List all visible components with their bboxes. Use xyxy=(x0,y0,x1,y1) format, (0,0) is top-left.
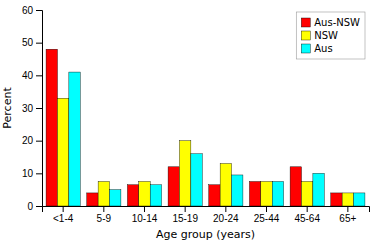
y-tick-label: 20 xyxy=(22,135,34,146)
x-tick: 5-9 xyxy=(97,206,112,224)
y-tick-label: 50 xyxy=(22,37,34,48)
bar xyxy=(272,182,283,207)
bar xyxy=(209,185,220,206)
x-tick: <1-4 xyxy=(53,206,74,224)
x-tick: 25-44 xyxy=(254,206,280,224)
x-tick-label: 5-9 xyxy=(97,213,112,224)
x-tick: 65+ xyxy=(339,206,356,224)
bar xyxy=(249,182,260,207)
x-tick: 10-14 xyxy=(132,206,158,224)
bar xyxy=(342,193,353,206)
y-tick-mark xyxy=(36,75,42,76)
y-tick-mark xyxy=(36,141,42,142)
x-tick-mark xyxy=(225,206,226,212)
bars xyxy=(46,49,365,206)
legend: Aus-NSW NSW Aus xyxy=(296,12,365,59)
bar-series xyxy=(46,49,342,206)
x-tick-label: 65+ xyxy=(339,213,356,224)
x-tick-mark xyxy=(347,206,348,212)
y-tick-mark xyxy=(36,108,42,109)
bar xyxy=(46,49,57,206)
y-axis-title: Percent xyxy=(1,87,14,129)
y-tick: 60 xyxy=(22,5,42,16)
bar xyxy=(87,193,98,206)
x-tick: 15-19 xyxy=(172,206,198,224)
legend-swatch xyxy=(301,44,310,53)
x-tick-label: 20-24 xyxy=(213,213,239,224)
y-tick-mark xyxy=(36,206,42,207)
legend-label: NSW xyxy=(314,30,338,41)
bar-series xyxy=(57,98,353,206)
x-tick-mark xyxy=(103,206,104,212)
bar xyxy=(110,190,121,206)
bar xyxy=(301,182,312,207)
x-tick-mark xyxy=(266,206,267,212)
bar xyxy=(98,182,109,207)
y-tick: 30 xyxy=(22,103,42,114)
bar xyxy=(127,185,138,206)
x-tick-label: 15-19 xyxy=(172,213,198,224)
x-tick-mark xyxy=(63,206,64,212)
y-tick: 10 xyxy=(22,168,42,179)
x-tick-mark xyxy=(307,206,308,212)
bar xyxy=(354,193,365,206)
legend-box xyxy=(296,12,365,59)
x-tick-mark xyxy=(185,206,186,212)
bar xyxy=(290,167,301,206)
plot: 0 10 20 30 40 50 60 <1-4 5-9 10-14 15-19 20-24 25-44… xyxy=(22,5,370,224)
x-tick-mark xyxy=(144,206,145,212)
x-axis-line xyxy=(43,207,370,213)
y-tick-label: 40 xyxy=(22,70,34,81)
legend-swatch xyxy=(301,18,310,27)
bar xyxy=(150,185,161,206)
chart: 0 10 20 30 40 50 60 <1-4 5-9 10-14 15-19 20-24 25-44… xyxy=(0,0,379,242)
x-tick: 20-24 xyxy=(213,206,239,224)
y-tick-label: 0 xyxy=(27,201,33,212)
legend-item: NSW xyxy=(301,30,338,41)
y-axis-line xyxy=(36,11,43,207)
x-tick-label: 10-14 xyxy=(132,213,158,224)
bar xyxy=(232,175,243,206)
bar xyxy=(220,164,231,206)
y-axis: 0 10 20 30 40 50 60 xyxy=(22,5,43,212)
bar xyxy=(139,182,150,207)
y-tick-label: 30 xyxy=(22,103,34,114)
x-axis: <1-4 5-9 10-14 15-19 20-24 25-44 45-64 65+ xyxy=(43,206,370,224)
legend-item: Aus-NSW xyxy=(301,17,360,28)
y-tick: 50 xyxy=(22,37,42,48)
x-axis-title: Age group (years) xyxy=(156,228,255,241)
bar xyxy=(191,154,202,206)
x-tick-label: <1-4 xyxy=(53,213,74,224)
legend-label: Aus xyxy=(314,43,332,54)
legend-item: Aus xyxy=(301,43,332,54)
bar xyxy=(168,167,179,206)
bar-series xyxy=(69,72,365,206)
x-tick-label: 25-44 xyxy=(254,213,280,224)
bar xyxy=(313,173,324,206)
y-tick-mark xyxy=(36,10,42,11)
bar xyxy=(331,193,342,206)
y-tick-label: 60 xyxy=(22,5,34,16)
y-tick: 0 xyxy=(27,201,42,212)
bar xyxy=(179,141,190,206)
legend-label: Aus-NSW xyxy=(314,17,360,28)
y-tick-label: 10 xyxy=(22,168,34,179)
y-tick-mark xyxy=(36,43,42,44)
y-tick: 20 xyxy=(22,135,42,146)
x-tick: 45-64 xyxy=(294,206,320,224)
legend-swatch xyxy=(301,31,310,40)
bar xyxy=(261,182,272,207)
bar xyxy=(69,72,80,206)
y-tick: 40 xyxy=(22,70,42,81)
x-tick-label: 45-64 xyxy=(294,213,320,224)
y-tick-mark xyxy=(36,173,42,174)
bar xyxy=(57,98,68,206)
